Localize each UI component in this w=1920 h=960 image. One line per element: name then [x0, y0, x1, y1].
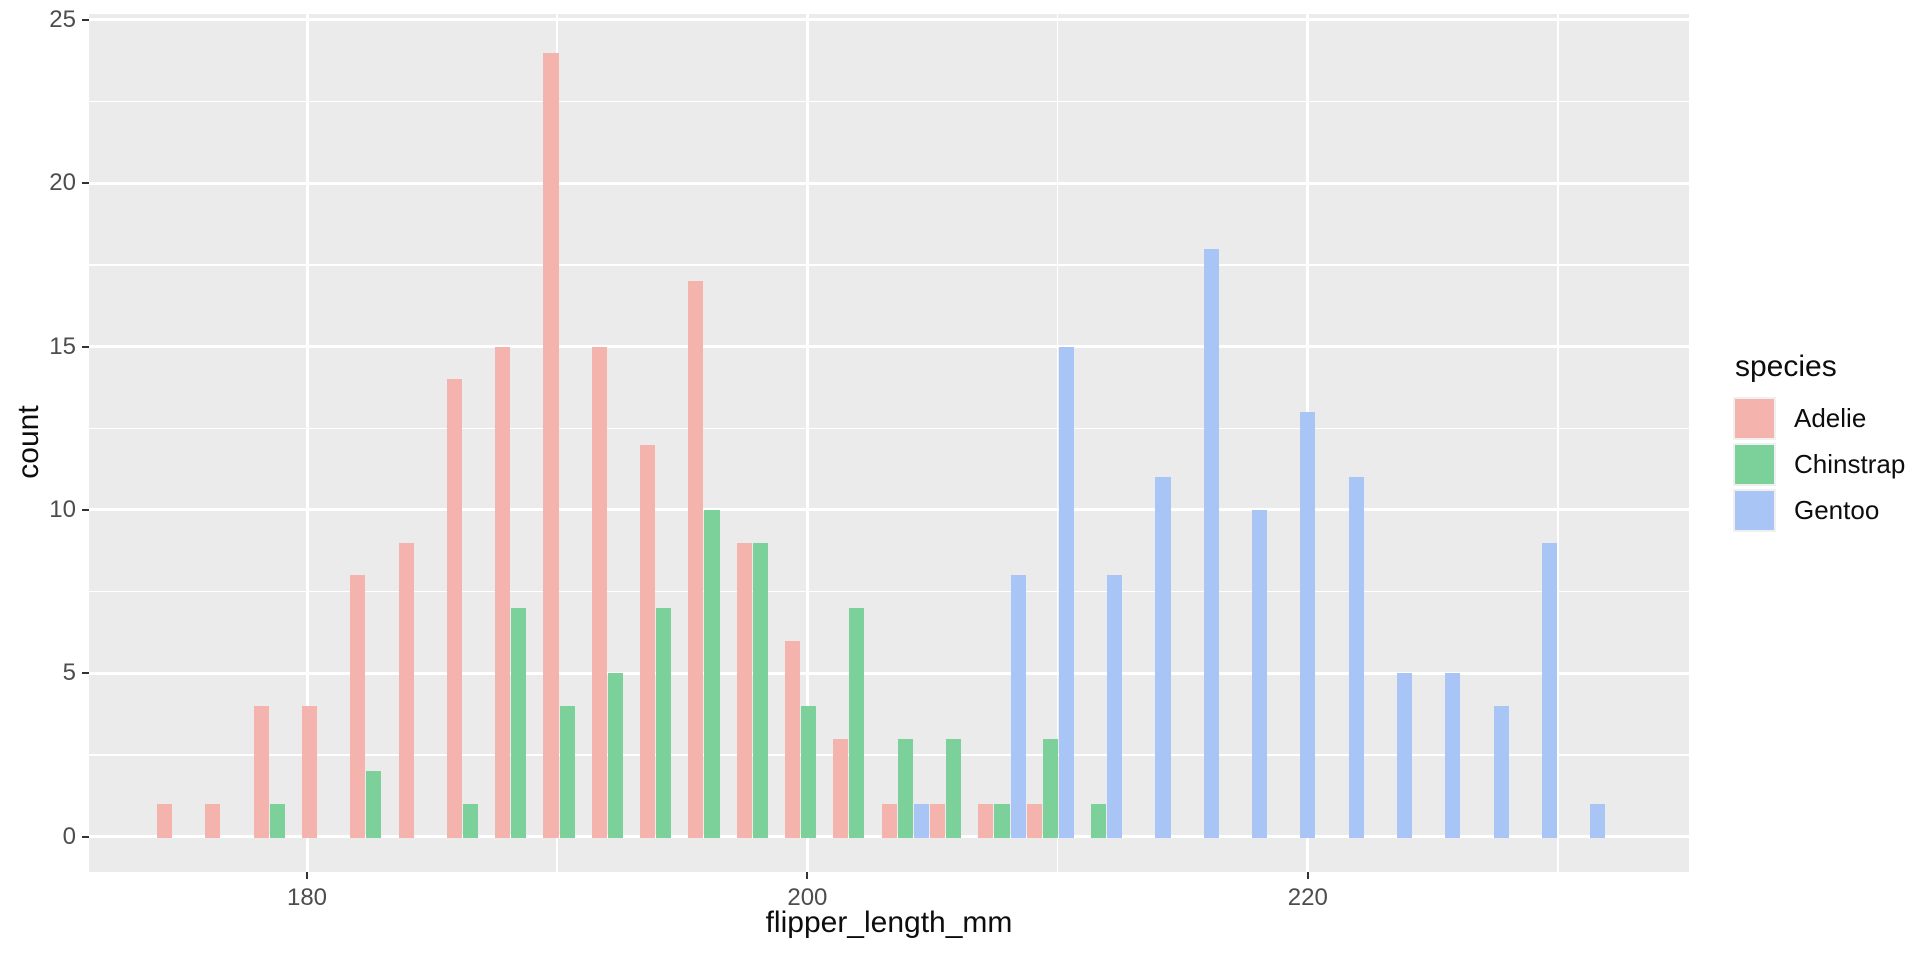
bar-gentoo-bin20 — [1155, 477, 1171, 838]
bar-chinstrap-bin12 — [752, 542, 768, 838]
x-tick-mark — [306, 872, 308, 879]
bar-adelie-bin15 — [881, 804, 897, 838]
y-tick-mark — [82, 345, 89, 348]
plot-panel — [89, 14, 1689, 872]
x-tick-label: 200 — [787, 884, 828, 911]
bar-adelie-bin17 — [978, 804, 994, 838]
bar-adelie-bin13 — [784, 640, 801, 838]
bar-adelie-bin5 — [398, 542, 414, 838]
y-tick-label: 25 — [49, 5, 76, 33]
legend-title: species — [1735, 350, 1837, 383]
legend-label-chinstrap: Chinstrap — [1794, 449, 1906, 479]
bar-gentoo-bin19 — [1107, 575, 1123, 838]
legend-key-chinstrap — [1733, 443, 1776, 486]
y-minor-gridline — [89, 427, 1689, 430]
y-tick-label: 0 — [62, 822, 76, 850]
bar-adelie-bin2 — [253, 706, 269, 838]
bar-gentoo-bin27 — [1493, 706, 1509, 838]
y-minor-gridline — [89, 590, 1689, 593]
y-major-gridline — [89, 181, 1689, 185]
y-major-gridline — [89, 508, 1689, 512]
bar-gentoo-bin28 — [1541, 542, 1558, 838]
y-minor-gridline — [89, 100, 1689, 103]
y-tick-label: 10 — [49, 495, 76, 523]
bar-chinstrap-bin9 — [607, 673, 623, 838]
bar-chinstrap-bin15 — [897, 738, 913, 838]
bar-adelie-bin11 — [688, 281, 704, 838]
x-tick-mark — [1306, 872, 1309, 879]
bar-adelie-bin14 — [833, 738, 849, 838]
x-minor-gridline — [1056, 14, 1059, 872]
bar-adelie-bin16 — [930, 804, 946, 838]
x-axis-title: flipper_length_mm — [765, 906, 1013, 939]
bar-gentoo-bin24 — [1348, 477, 1364, 838]
bar-gentoo-bin22 — [1251, 510, 1268, 838]
bar-chinstrap-bin2 — [269, 804, 285, 838]
x-tick-label: 220 — [1287, 884, 1328, 911]
bar-chinstrap-bin8 — [559, 706, 575, 838]
bar-chinstrap-bin14 — [849, 608, 865, 838]
legend-label-adelie: Adelie — [1794, 403, 1867, 433]
legend-swatch-gentoo — [1735, 491, 1774, 530]
bar-chinstrap-bin11 — [704, 510, 720, 838]
bar-adelie-bin18 — [1026, 804, 1042, 838]
y-tick-mark — [82, 182, 89, 185]
bar-gentoo-bin26 — [1445, 673, 1461, 838]
bar-chinstrap-bin7 — [511, 608, 527, 838]
legend-label-gentoo: Gentoo — [1794, 495, 1880, 525]
y-minor-gridline — [89, 264, 1689, 266]
legend-swatch-adelie — [1735, 399, 1774, 438]
y-tick-mark — [82, 835, 89, 838]
bar-adelie-bin7 — [495, 346, 511, 838]
bar-adelie-bin8 — [543, 52, 559, 838]
bar-adelie-bin3 — [301, 706, 317, 838]
y-major-gridline — [89, 345, 1689, 349]
bar-gentoo-bin17 — [1010, 575, 1026, 838]
y-tick-label: 20 — [49, 169, 76, 197]
legend-swatch-chinstrap — [1735, 445, 1774, 484]
bar-chinstrap-bin17 — [994, 804, 1010, 838]
bar-chinstrap-bin4 — [366, 771, 382, 838]
bar-gentoo-bin29 — [1590, 804, 1606, 838]
bar-adelie-bin6 — [446, 379, 463, 838]
y-tick-mark — [82, 18, 89, 21]
y-major-gridline — [89, 18, 1689, 22]
legend-key-adelie — [1733, 397, 1776, 440]
y-tick-mark — [82, 672, 89, 675]
bar-chinstrap-bin6 — [463, 804, 479, 838]
y-minor-gridline — [89, 754, 1689, 756]
bar-chinstrap-bin18 — [1042, 738, 1058, 838]
legend-key-gentoo — [1733, 489, 1776, 532]
bar-adelie-bin12 — [736, 542, 752, 838]
bar-chinstrap-bin16 — [946, 738, 962, 838]
x-major-gridline — [805, 14, 809, 872]
bar-adelie-bin4 — [350, 575, 366, 838]
y-tick-label: 15 — [49, 332, 76, 360]
x-minor-gridline — [1557, 14, 1559, 872]
bar-chinstrap-bin19 — [1091, 804, 1107, 838]
bar-adelie-bin0 — [156, 804, 173, 838]
y-axis-title: count — [12, 405, 45, 479]
bar-gentoo-bin25 — [1396, 673, 1412, 838]
bar-adelie-bin9 — [591, 346, 607, 838]
bar-gentoo-bin23 — [1300, 412, 1316, 838]
x-tick-label: 180 — [286, 884, 328, 911]
x-tick-mark — [806, 872, 809, 879]
y-tick-label: 5 — [62, 659, 76, 687]
x-major-gridline — [305, 14, 309, 872]
bar-adelie-bin10 — [640, 444, 656, 838]
bar-chinstrap-bin10 — [656, 608, 672, 838]
bar-gentoo-bin15 — [913, 804, 930, 838]
y-tick-mark — [82, 508, 89, 511]
bar-chinstrap-bin13 — [801, 706, 817, 838]
bar-gentoo-bin18 — [1058, 346, 1074, 838]
bar-gentoo-bin21 — [1203, 248, 1219, 838]
y-major-gridline — [89, 671, 1689, 675]
bar-adelie-bin1 — [205, 804, 221, 838]
